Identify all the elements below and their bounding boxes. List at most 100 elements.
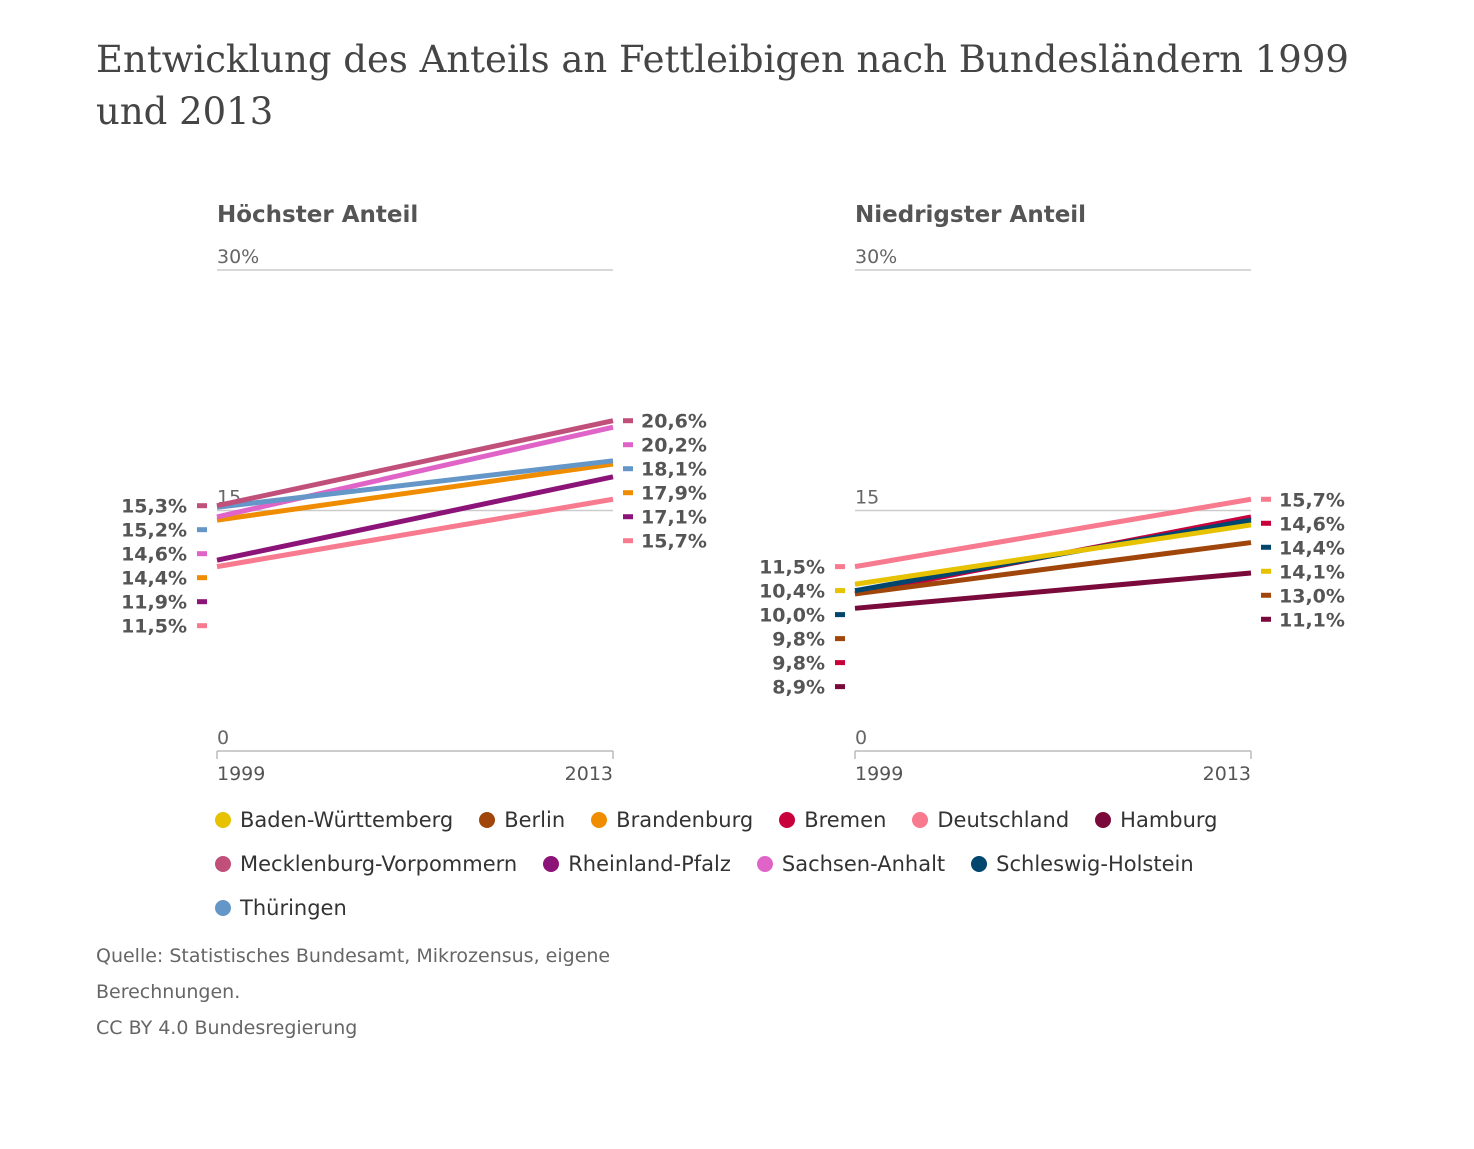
end-value-label: 20,2%	[641, 435, 707, 457]
start-value-label: 10,4%	[759, 581, 825, 603]
start-marker	[197, 623, 207, 629]
start-marker	[197, 503, 207, 509]
series-line	[216, 458, 614, 510]
source-line-2: Berechnungen.	[96, 981, 241, 1003]
start-value-label: 11,5%	[121, 616, 187, 638]
end-value-label: 15,7%	[1279, 489, 1345, 511]
y-tick-label: 30%	[855, 246, 897, 268]
end-value-label: 13,0%	[1279, 585, 1345, 607]
start-value-label: 9,8%	[772, 653, 825, 675]
legend-swatch	[591, 812, 608, 828]
start-value-label: 9,8%	[772, 629, 825, 651]
legend-label: Sachsen-Anhalt	[781, 852, 946, 876]
end-value-label: 14,6%	[1279, 513, 1345, 535]
end-value-label: 17,1%	[641, 507, 707, 529]
legend-item: Sachsen-Anhalt	[756, 850, 946, 878]
x-tick-label: 1999	[855, 763, 903, 785]
end-marker	[1261, 568, 1271, 574]
series-line	[854, 540, 1252, 597]
legend-label: Thüringen	[240, 896, 347, 920]
source-note: Quelle: Statistisches Bundesamt, Mikroze…	[96, 938, 656, 1046]
start-value-label: 10,0%	[759, 605, 825, 627]
legend-swatch	[756, 856, 773, 872]
legend-label: Mecklenburg-Vorpommern	[240, 852, 518, 876]
x-tick-label: 2013	[565, 763, 613, 785]
start-marker	[835, 612, 845, 618]
legend-item: Deutschland	[912, 806, 1069, 834]
legend-item: Brandenburg	[591, 806, 753, 834]
legend-label: Bremen	[804, 808, 887, 832]
legend-swatch	[479, 812, 496, 828]
end-value-label: 17,9%	[641, 483, 707, 505]
legend-items: Baden-Württemberg Berlin Brandenburg Bremen…	[215, 806, 1295, 922]
chart-title: Entwicklung des Anteils an Fettleibigen …	[96, 38, 1349, 133]
legend-swatch	[1095, 812, 1112, 828]
legend-swatch	[779, 812, 796, 828]
legend-swatch	[215, 856, 231, 872]
start-value-label: 14,4%	[121, 568, 187, 590]
series-line	[854, 570, 1252, 611]
end-marker	[623, 442, 633, 448]
legend-item: Schleswig-Holstein	[971, 850, 1194, 878]
end-marker	[623, 466, 633, 472]
x-tick-label: 1999	[217, 763, 265, 785]
end-value-label: 15,7%	[641, 531, 707, 553]
series-line	[216, 418, 614, 509]
y-tick-label: 0	[217, 727, 229, 749]
x-tick-label: 2013	[1203, 763, 1251, 785]
legend-item: Berlin	[479, 806, 565, 834]
legend-label: Rheinland-Pfalz	[568, 852, 731, 876]
end-marker	[1261, 616, 1271, 622]
y-tick-label: 15	[855, 487, 879, 509]
start-value-label: 15,2%	[121, 520, 187, 542]
legend: Baden-Württemberg Berlin Brandenburg Bremen…	[215, 806, 1295, 922]
start-marker	[197, 527, 207, 533]
legend-label: Deutschland	[937, 808, 1070, 832]
end-marker	[1261, 496, 1271, 502]
end-marker	[623, 514, 633, 520]
source-line-3: CC BY 4.0 Bundesregierung	[96, 1017, 358, 1039]
legend-item: Bremen	[779, 806, 886, 834]
end-marker	[623, 418, 633, 424]
start-value-label: 14,6%	[121, 544, 187, 566]
panel-title: Niedrigster Anteil	[855, 202, 1086, 228]
end-value-label: 14,1%	[1279, 561, 1345, 583]
legend-item: Baden-Württemberg	[215, 806, 453, 834]
legend-label: Baden-Württemberg	[240, 808, 454, 832]
end-marker	[1261, 544, 1271, 550]
legend-label: Brandenburg	[616, 808, 754, 832]
legend-item: Hamburg	[1095, 806, 1218, 834]
series-line	[216, 461, 614, 523]
start-marker	[835, 684, 845, 690]
start-value-label: 11,5%	[759, 557, 825, 579]
legend-item: Mecklenburg-Vorpommern	[215, 850, 517, 878]
start-marker	[197, 551, 207, 557]
end-value-label: 14,4%	[1279, 537, 1345, 559]
start-value-label: 15,3%	[121, 496, 187, 518]
y-tick-label: 30%	[217, 246, 259, 268]
start-value-label: 8,9%	[772, 677, 825, 699]
y-tick-label: 0	[855, 727, 867, 749]
start-marker	[197, 599, 207, 605]
start-marker	[835, 660, 845, 666]
end-value-label: 20,6%	[641, 411, 707, 433]
end-marker	[1261, 592, 1271, 598]
start-marker	[835, 588, 845, 594]
legend-swatch	[971, 856, 988, 872]
start-marker	[835, 564, 845, 570]
start-marker	[835, 636, 845, 642]
series-line	[854, 522, 1252, 587]
legend-label: Hamburg	[1120, 808, 1218, 832]
legend-label: Schleswig-Holstein	[996, 852, 1194, 876]
series-line	[854, 496, 1252, 570]
legend-swatch	[215, 900, 231, 916]
series-line	[216, 474, 614, 563]
panel-title: Höchster Anteil	[217, 202, 418, 228]
legend-label: Berlin	[504, 808, 566, 832]
legend-item: Thüringen	[215, 894, 347, 922]
end-marker	[1261, 520, 1271, 526]
start-value-label: 11,9%	[121, 592, 187, 614]
end-marker	[623, 490, 633, 496]
legend-item: Rheinland-Pfalz	[543, 850, 731, 878]
